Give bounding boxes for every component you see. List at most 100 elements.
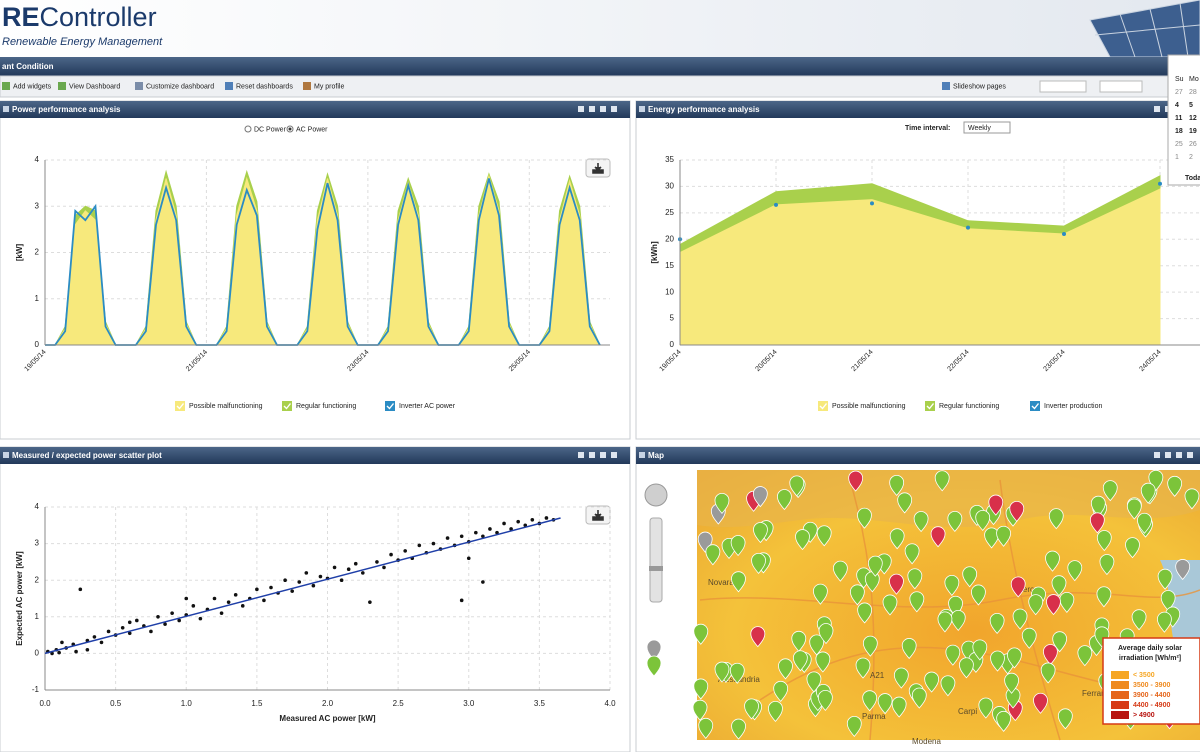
- legend-label[interactable]: Regular functioning: [939, 403, 999, 410]
- plant-pin[interactable]: [950, 609, 966, 631]
- legend-swatch[interactable]: [1030, 401, 1040, 411]
- plant-pin[interactable]: [832, 560, 848, 582]
- plant-pin[interactable]: [937, 611, 953, 633]
- toolbar-icon[interactable]: [225, 82, 233, 90]
- plant-pin[interactable]: [1160, 590, 1176, 612]
- plant-pin[interactable]: [705, 544, 721, 566]
- plant-pin[interactable]: [972, 639, 988, 661]
- panel-control[interactable]: [1165, 452, 1171, 458]
- select[interactable]: [1039, 80, 1087, 93]
- calendar-day[interactable]: 1: [1175, 154, 1179, 161]
- plant-pin[interactable]: [975, 509, 991, 531]
- plant-pin[interactable]: [1052, 631, 1068, 653]
- plant-pin[interactable]: [1131, 609, 1147, 631]
- plant-pin[interactable]: [944, 574, 960, 596]
- plant-pin[interactable]: [730, 535, 746, 557]
- plant-pin[interactable]: [934, 470, 950, 492]
- plant-pin[interactable]: [882, 594, 898, 616]
- plant-pin[interactable]: [1057, 708, 1073, 730]
- plant-pin[interactable]: [862, 690, 878, 712]
- plant-pin[interactable]: [693, 623, 709, 645]
- panel-control[interactable]: [589, 452, 595, 458]
- plant-pin[interactable]: [891, 696, 907, 718]
- plant-pin[interactable]: [693, 678, 709, 700]
- plant-pin[interactable]: [752, 486, 768, 508]
- calendar-day[interactable]: 27: [1175, 89, 1183, 96]
- calendar-day[interactable]: 12: [1189, 115, 1197, 122]
- radio[interactable]: [244, 125, 252, 133]
- plant-pin[interactable]: [924, 671, 940, 693]
- pan-control[interactable]: [644, 483, 668, 507]
- plant-pin[interactable]: [795, 529, 810, 551]
- plant-pin[interactable]: [789, 475, 805, 497]
- plant-pin[interactable]: [1051, 575, 1067, 597]
- plant-pin[interactable]: [848, 470, 864, 492]
- calendar-day[interactable]: 19: [1189, 128, 1197, 135]
- plant-pin[interactable]: [1175, 559, 1191, 581]
- calendar-day[interactable]: 11: [1175, 115, 1183, 122]
- plant-pin[interactable]: [1021, 627, 1037, 649]
- plant-pin[interactable]: [1137, 512, 1152, 534]
- plant-pin[interactable]: [1040, 662, 1056, 684]
- plant-pin[interactable]: [889, 528, 905, 550]
- panel-control[interactable]: [1154, 106, 1160, 112]
- plant-pin[interactable]: [988, 494, 1004, 516]
- legend-swatch[interactable]: [925, 401, 935, 411]
- plant-pin[interactable]: [773, 680, 789, 702]
- plant-pin[interactable]: [1048, 508, 1064, 530]
- panel-control[interactable]: [589, 106, 595, 112]
- plant-pin[interactable]: [1007, 647, 1022, 669]
- legend-label[interactable]: Inverter production: [1044, 403, 1102, 410]
- plant-pin[interactable]: [1059, 591, 1075, 613]
- plant-pin[interactable]: [1184, 488, 1200, 510]
- plant-pin[interactable]: [792, 650, 808, 672]
- plant-pin[interactable]: [1140, 482, 1156, 504]
- panel-control[interactable]: [611, 106, 617, 112]
- plant-pin[interactable]: [990, 650, 1005, 672]
- calendar-day[interactable]: 25: [1175, 141, 1183, 148]
- plant-pin[interactable]: [889, 474, 905, 497]
- radio-label[interactable]: DC Power: [254, 126, 287, 133]
- plant-pin[interactable]: [846, 715, 862, 737]
- plant-pin[interactable]: [989, 613, 1005, 635]
- legend-swatch[interactable]: [282, 401, 292, 411]
- plant-pin[interactable]: [1043, 644, 1058, 666]
- plant-pin[interactable]: [893, 667, 909, 689]
- plant-pin[interactable]: [777, 489, 792, 511]
- plant-pin[interactable]: [646, 639, 662, 661]
- plant-pin[interactable]: [729, 662, 745, 684]
- plant-pin[interactable]: [1028, 594, 1044, 616]
- plant-pin[interactable]: [889, 573, 904, 595]
- calendar-day[interactable]: 26: [1189, 141, 1197, 148]
- plant-pin[interactable]: [809, 634, 825, 656]
- plant-pin[interactable]: [1012, 608, 1028, 630]
- plant-pin[interactable]: [646, 655, 662, 677]
- toolbar-button[interactable]: Slideshow pages: [953, 83, 1006, 90]
- legend-label[interactable]: Inverter AC power: [399, 403, 456, 410]
- legend-swatch[interactable]: [818, 401, 828, 411]
- plant-pin[interactable]: [978, 697, 994, 719]
- plant-pin[interactable]: [945, 644, 961, 666]
- plant-pin[interactable]: [947, 510, 963, 533]
- zoom-slider[interactable]: [649, 517, 663, 603]
- plant-pin[interactable]: [1004, 672, 1020, 694]
- plant-pin[interactable]: [897, 492, 913, 514]
- plant-pin[interactable]: [913, 511, 929, 533]
- plant-pin[interactable]: [855, 657, 871, 679]
- plant-pin[interactable]: [813, 583, 828, 605]
- legend-label[interactable]: Possible malfunctioning: [832, 403, 906, 410]
- radio-label[interactable]: AC Power: [296, 126, 328, 133]
- calendar-day[interactable]: 28: [1189, 89, 1197, 96]
- plant-pin[interactable]: [867, 555, 883, 577]
- legend-swatch[interactable]: [385, 401, 395, 411]
- plant-pin[interactable]: [778, 658, 793, 680]
- toolbar-button[interactable]: Reset dashboards: [236, 83, 293, 90]
- panel-control[interactable]: [600, 452, 606, 458]
- legend-swatch[interactable]: [175, 401, 185, 411]
- plant-pin[interactable]: [857, 507, 872, 529]
- toolbar-button[interactable]: Customize dashboard: [146, 83, 214, 90]
- plant-pin[interactable]: [877, 693, 893, 715]
- plant-pin[interactable]: [849, 584, 865, 606]
- plant-pin[interactable]: [1010, 576, 1026, 598]
- plant-pin[interactable]: [714, 661, 730, 683]
